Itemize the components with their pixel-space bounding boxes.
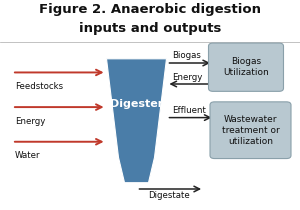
Text: inputs and outputs: inputs and outputs <box>79 22 221 35</box>
Text: Digestate: Digestate <box>148 191 190 200</box>
Text: Effluent: Effluent <box>172 106 206 115</box>
Text: Biogas
Utilization: Biogas Utilization <box>223 57 269 77</box>
Text: Biogas: Biogas <box>172 51 201 60</box>
FancyBboxPatch shape <box>208 43 284 91</box>
Text: Water: Water <box>15 151 40 160</box>
FancyBboxPatch shape <box>210 102 291 159</box>
Polygon shape <box>106 59 167 183</box>
Text: Feedstocks: Feedstocks <box>15 82 63 91</box>
Text: Figure 2. Anaerobic digestion: Figure 2. Anaerobic digestion <box>39 3 261 16</box>
Text: Digester: Digester <box>110 99 163 109</box>
Text: Energy: Energy <box>15 117 45 126</box>
Text: Energy: Energy <box>172 73 203 82</box>
Text: Wastewater
treatment or
utilization: Wastewater treatment or utilization <box>222 115 279 146</box>
